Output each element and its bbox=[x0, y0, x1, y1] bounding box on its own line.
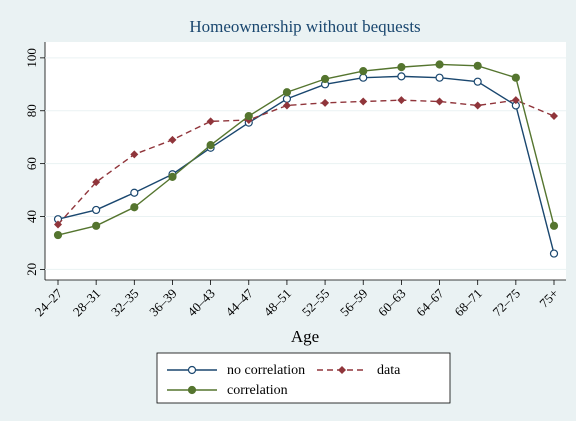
data-point bbox=[435, 60, 444, 69]
data-point bbox=[53, 230, 63, 240]
data-point bbox=[397, 96, 406, 105]
data-point bbox=[359, 73, 368, 82]
data-point bbox=[92, 205, 101, 215]
legend-marker bbox=[187, 365, 197, 375]
data-point bbox=[282, 101, 291, 110]
series-line bbox=[57, 75, 555, 254]
data-point bbox=[359, 97, 368, 106]
data-point bbox=[435, 97, 444, 106]
y-tick-label: 100 bbox=[24, 48, 39, 68]
data-point bbox=[130, 150, 139, 159]
data-point bbox=[321, 98, 330, 107]
data-point bbox=[511, 96, 520, 105]
data-point bbox=[473, 61, 482, 70]
data-point bbox=[168, 135, 177, 144]
y-tick-label: 20 bbox=[24, 263, 39, 276]
data-point bbox=[549, 221, 559, 230]
data-point bbox=[282, 88, 292, 97]
data-point bbox=[54, 220, 62, 229]
data-point bbox=[550, 112, 558, 121]
data-point bbox=[244, 111, 253, 121]
legend-marker bbox=[187, 385, 197, 395]
data-point bbox=[206, 117, 215, 126]
data-point bbox=[549, 249, 559, 258]
legend-marker bbox=[338, 366, 346, 374]
legend-label: correlation bbox=[227, 383, 288, 398]
data-point bbox=[511, 73, 520, 82]
y-tick-label: 60 bbox=[24, 157, 39, 170]
data-point bbox=[168, 172, 177, 181]
data-point bbox=[473, 77, 482, 86]
chart-title: Homeownership without bequests bbox=[189, 17, 420, 36]
data-point bbox=[130, 203, 139, 212]
legend bbox=[156, 352, 451, 404]
x-axis-label: Age bbox=[291, 327, 319, 346]
data-point bbox=[359, 66, 368, 76]
legend-label: no correlation bbox=[227, 363, 305, 378]
data-point bbox=[92, 178, 101, 187]
series-line bbox=[57, 99, 555, 225]
data-point bbox=[473, 101, 482, 110]
plot-area bbox=[45, 42, 566, 280]
data-point bbox=[92, 221, 101, 230]
data-point bbox=[397, 72, 406, 81]
data-point bbox=[206, 141, 215, 150]
y-tick-label: 40 bbox=[24, 210, 39, 223]
data-point bbox=[397, 63, 406, 72]
y-tick-label: 80 bbox=[24, 104, 39, 117]
data-point bbox=[435, 73, 444, 82]
data-point bbox=[282, 94, 292, 103]
data-point bbox=[320, 74, 330, 84]
series-line bbox=[57, 63, 555, 236]
data-point bbox=[130, 188, 139, 197]
legend-label: data bbox=[377, 363, 401, 378]
